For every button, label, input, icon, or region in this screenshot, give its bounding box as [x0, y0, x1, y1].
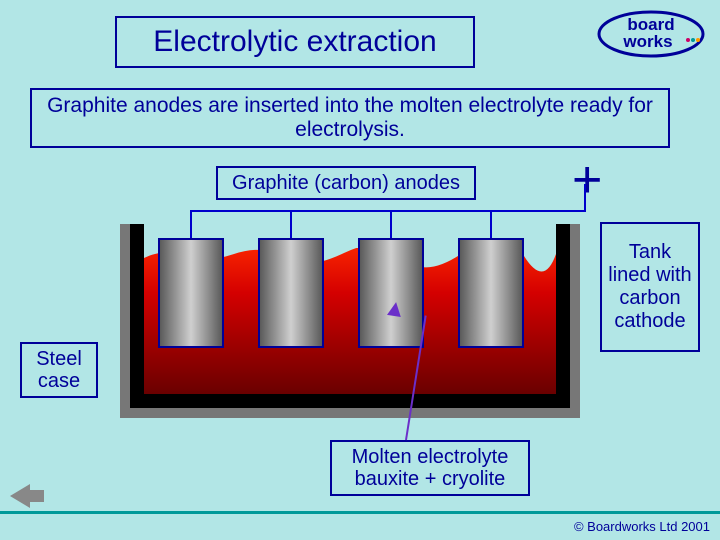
description-text: Graphite anodes are inserted into the mo…	[42, 94, 658, 142]
title-box: Electrolytic extraction	[115, 16, 475, 68]
electrolyte-label-box: Molten electrolyte bauxite + cryolite	[330, 440, 530, 496]
wire-riser-to-plus	[584, 184, 586, 212]
wire-busbar	[190, 210, 586, 212]
anode-4	[458, 238, 524, 348]
footer-divider	[0, 511, 720, 514]
description-box: Graphite anodes are inserted into the mo…	[30, 88, 670, 148]
slide: board works Electrolytic extraction Grap…	[0, 0, 720, 540]
anode-3	[358, 238, 424, 348]
tank-label: Tank lined with carbon cathode	[606, 241, 694, 333]
svg-text:works: works	[622, 32, 672, 51]
prev-slide-arrow-icon[interactable]	[10, 484, 30, 508]
steel-label-box: Steel case	[20, 342, 98, 398]
copyright-text: © Boardworks Ltd 2001	[574, 519, 710, 534]
pointer-arrow-head-icon	[387, 301, 403, 317]
page-title: Electrolytic extraction	[153, 25, 436, 59]
steel-label: Steel case	[22, 348, 96, 392]
anode-label-box: Graphite (carbon) anodes	[216, 166, 476, 200]
positive-terminal-icon: +	[572, 154, 602, 206]
anode-2	[258, 238, 324, 348]
anode-label: Graphite (carbon) anodes	[232, 172, 460, 195]
anode-1	[158, 238, 224, 348]
boardworks-logo: board works	[596, 10, 706, 58]
electrolysis-tank	[120, 224, 580, 418]
electrolyte-label: Molten electrolyte bauxite + cryolite	[332, 446, 528, 490]
tank-label-box: Tank lined with carbon cathode	[600, 222, 700, 352]
